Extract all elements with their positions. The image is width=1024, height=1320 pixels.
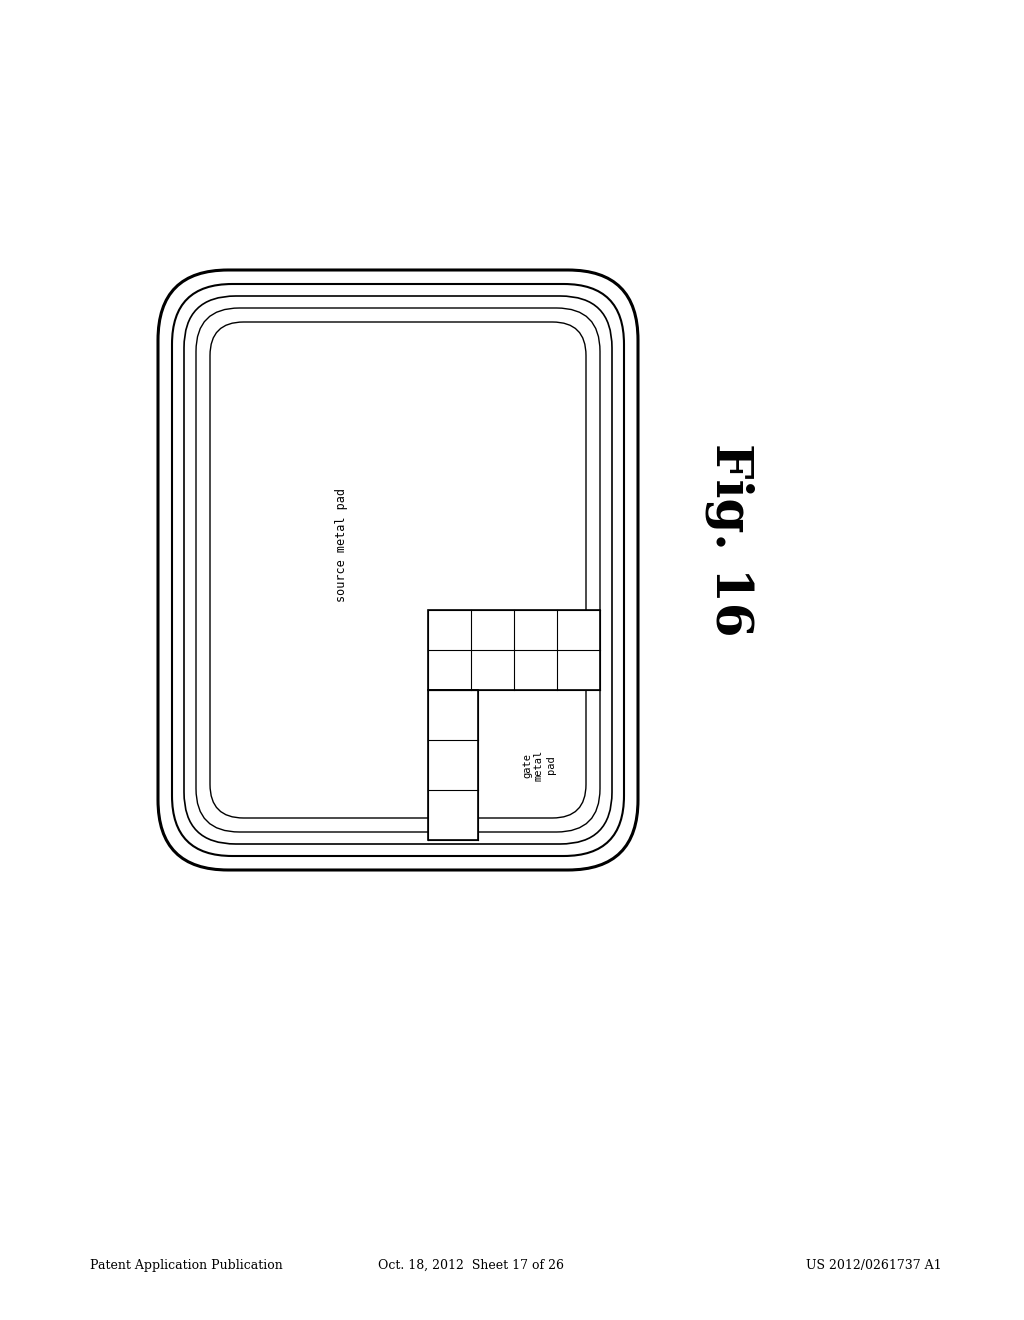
Text: Patent Application Publication: Patent Application Publication: [90, 1258, 283, 1271]
FancyBboxPatch shape: [210, 322, 586, 818]
Bar: [428, 610, 600, 690]
Text: gate
metal
pad: gate metal pad: [522, 750, 556, 780]
Text: US 2012/0261737 A1: US 2012/0261737 A1: [807, 1258, 942, 1271]
Text: source metal pad: source metal pad: [335, 488, 348, 602]
Bar: [428, 690, 478, 840]
Text: Fig. 16: Fig. 16: [706, 444, 755, 636]
Text: Oct. 18, 2012  Sheet 17 of 26: Oct. 18, 2012 Sheet 17 of 26: [378, 1258, 564, 1271]
